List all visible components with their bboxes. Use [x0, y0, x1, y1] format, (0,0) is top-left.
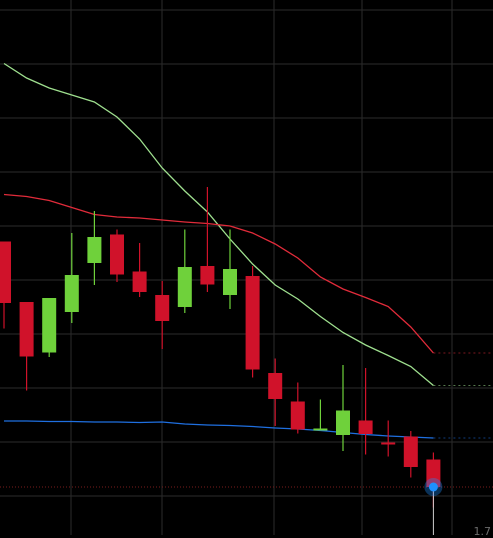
- candle-body-down: [268, 373, 283, 399]
- upper-band-line: [3, 62, 434, 386]
- candle-body-down: [245, 276, 260, 370]
- candle-body-up: [177, 267, 192, 307]
- candle-body-up: [42, 298, 57, 353]
- candle-body-down: [200, 266, 215, 285]
- candle-body-up: [336, 410, 350, 435]
- candle-body-down: [290, 401, 305, 430]
- middle-band-line: [3, 193, 434, 354]
- candle-body-down: [155, 295, 170, 321]
- candle-body-down: [426, 459, 441, 487]
- candle-body-down: [19, 302, 34, 357]
- current-price-marker: [428, 482, 438, 492]
- candle-body-up: [64, 275, 79, 312]
- candle-body-up: [223, 269, 237, 295]
- candle-body-up: [313, 428, 328, 431]
- candle-body-up: [87, 237, 102, 263]
- candle-body-down: [0, 241, 11, 303]
- candle-body-down: [381, 442, 396, 445]
- candle-body-down: [403, 436, 418, 467]
- axis-price-label: 1.7: [473, 525, 492, 538]
- candle-body-down: [132, 271, 147, 292]
- candle-body-down: [358, 420, 373, 434]
- candle-body-down: [110, 234, 124, 275]
- lower-band-line: [4, 420, 434, 439]
